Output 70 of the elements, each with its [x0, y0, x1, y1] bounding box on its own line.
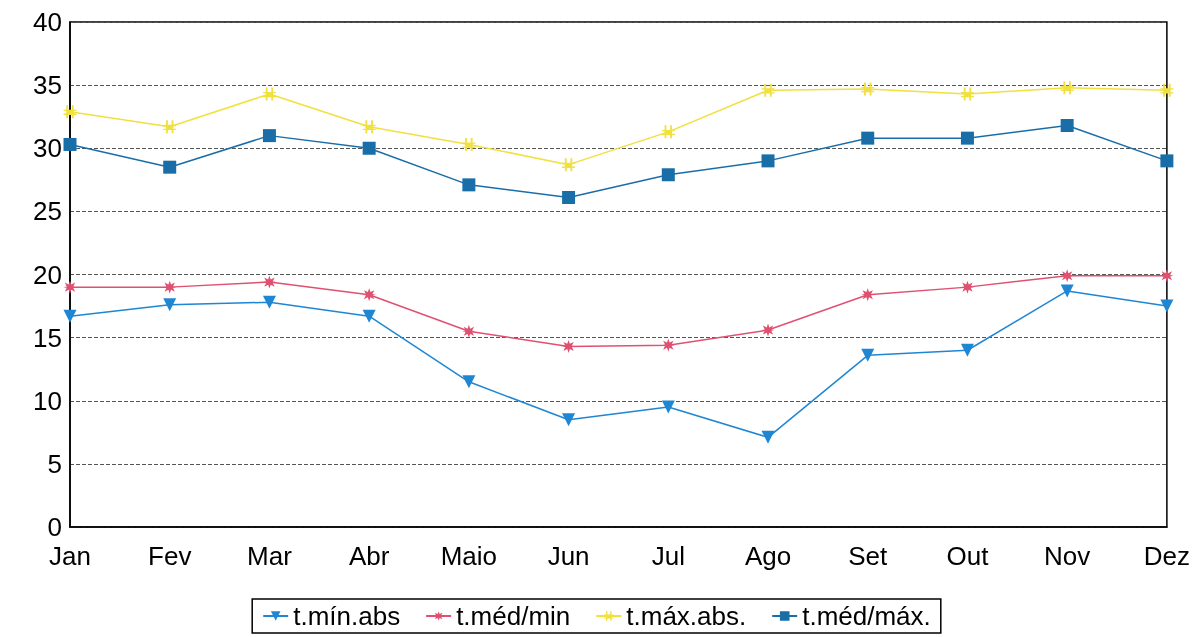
point	[362, 309, 376, 323]
point	[462, 137, 476, 151]
y-tick-label: 40	[33, 7, 62, 37]
y-tick-label: 5	[47, 448, 62, 479]
point	[63, 280, 77, 294]
x-tick-label: Ago	[744, 541, 792, 571]
y-tick-label: 20	[33, 259, 62, 290]
point	[661, 338, 675, 352]
legend-label: t.máx.abs.	[626, 601, 747, 631]
x-tick-label: Jan	[49, 541, 91, 571]
point	[761, 154, 775, 168]
x-tick-label: Maio	[440, 541, 498, 571]
point	[1160, 299, 1174, 313]
point	[1060, 284, 1074, 298]
point	[761, 430, 775, 444]
point	[362, 141, 376, 155]
point	[262, 129, 276, 143]
y-tick-label: 0	[47, 512, 62, 542]
point	[63, 137, 77, 151]
x-tick-label: Jul	[651, 541, 685, 571]
x-tick-label: Abr	[348, 541, 390, 571]
point	[562, 339, 576, 353]
point	[661, 168, 675, 182]
legend-label: t.méd/máx.	[802, 601, 931, 631]
y-tick-label: 35	[33, 70, 62, 101]
point	[1060, 269, 1074, 283]
point	[63, 309, 77, 323]
point	[761, 83, 775, 97]
point	[163, 160, 177, 174]
point	[1160, 83, 1174, 97]
x-tick-label: Fev	[148, 541, 192, 571]
legend-label: t.mín.abs	[293, 601, 401, 631]
y-tick-label: 10	[33, 385, 62, 416]
y-tick-label: 30	[33, 133, 62, 164]
y-tick-label: 25	[33, 196, 62, 227]
point	[861, 131, 875, 145]
x-tick-label: Nov	[1044, 541, 1091, 571]
point	[861, 288, 875, 302]
point	[562, 190, 576, 204]
point	[661, 400, 675, 414]
point	[462, 178, 476, 192]
point	[163, 298, 177, 312]
x-tick-label: Out	[946, 541, 990, 571]
x-tick-label: Dez	[1143, 541, 1191, 571]
point	[761, 323, 775, 337]
x-tick-label: Mar	[247, 541, 293, 571]
point	[1160, 154, 1174, 168]
point	[362, 120, 376, 134]
x-tick-label: Jun	[547, 541, 590, 571]
point	[262, 87, 276, 101]
point	[262, 295, 276, 309]
legend-label: t.méd/min	[456, 601, 571, 631]
point	[960, 280, 974, 294]
point	[960, 131, 974, 145]
point	[163, 280, 177, 294]
y-tick-label: 15	[33, 322, 62, 353]
point	[362, 288, 376, 302]
point	[462, 375, 476, 389]
point	[1060, 119, 1074, 133]
point	[1160, 269, 1174, 283]
point	[960, 87, 974, 101]
point	[861, 348, 875, 362]
point	[262, 275, 276, 289]
point	[562, 158, 576, 172]
x-tick-label: Set	[848, 541, 889, 571]
point	[960, 343, 974, 357]
point	[562, 413, 576, 427]
point	[1060, 81, 1074, 95]
point	[63, 105, 77, 119]
point	[462, 324, 476, 338]
